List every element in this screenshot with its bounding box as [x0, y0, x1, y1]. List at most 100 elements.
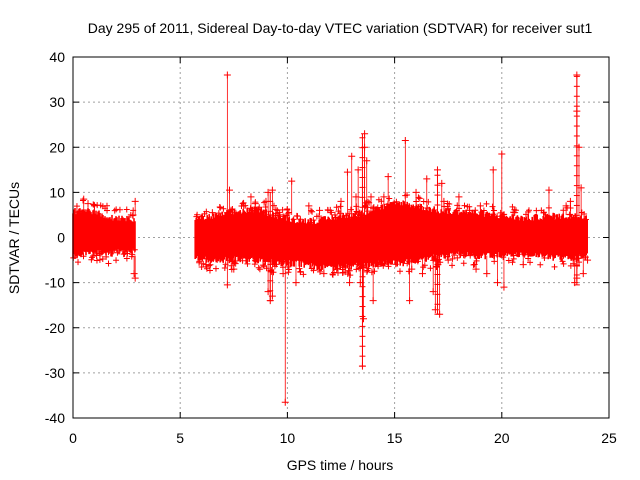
data-point — [231, 259, 238, 266]
data-point — [306, 219, 313, 226]
data-point — [427, 265, 434, 272]
data-point — [329, 271, 336, 278]
data-point — [96, 256, 103, 263]
data-point — [285, 263, 292, 270]
data-point — [128, 245, 135, 252]
data-point — [260, 262, 267, 269]
y-axis-label: SDTVAR / TECUs — [6, 182, 22, 294]
data-point — [131, 246, 138, 253]
data-point — [411, 257, 418, 264]
data-point — [93, 252, 101, 260]
data-point — [363, 259, 370, 266]
plot-border — [72, 56, 610, 419]
data-point — [284, 210, 291, 217]
data-point — [203, 265, 210, 272]
data-point — [218, 255, 225, 262]
y-tick-label: -20 — [45, 320, 65, 336]
data-point — [334, 269, 341, 276]
data-point — [490, 207, 497, 214]
data-point — [483, 200, 490, 207]
data-point — [470, 261, 477, 268]
data-point — [220, 205, 227, 212]
data-point — [254, 209, 261, 216]
data-point — [467, 252, 474, 259]
data-point — [256, 204, 263, 211]
data-point — [214, 215, 221, 222]
data-point — [371, 268, 378, 275]
data-point — [480, 207, 487, 214]
data-point — [309, 208, 316, 215]
data-point — [353, 266, 360, 273]
data-point — [129, 211, 137, 219]
data-point — [290, 216, 297, 223]
data-point — [239, 257, 246, 264]
data-point — [522, 211, 529, 218]
data-point — [123, 206, 130, 213]
data-point — [217, 204, 224, 211]
data-point — [356, 265, 363, 272]
data-point — [278, 260, 285, 267]
data-point — [551, 213, 558, 220]
data-point — [221, 264, 228, 271]
data-point — [525, 255, 532, 262]
data-point — [444, 203, 451, 210]
data-point — [293, 212, 300, 219]
data-point — [393, 198, 400, 205]
data-point — [386, 195, 393, 202]
data-point — [460, 260, 467, 267]
data-point — [489, 203, 496, 210]
data-point — [546, 214, 553, 221]
data-point — [348, 214, 355, 221]
data-point — [303, 259, 310, 266]
data-point — [567, 262, 574, 269]
data-point — [491, 258, 498, 265]
data-point — [120, 251, 127, 258]
data-point — [208, 209, 216, 217]
data-point — [297, 216, 304, 223]
data-point — [473, 257, 480, 264]
data-point — [494, 213, 501, 220]
data-point — [86, 248, 93, 255]
data-point — [461, 209, 468, 216]
data-point — [251, 208, 258, 215]
data-point — [203, 208, 210, 215]
data-point — [94, 202, 101, 209]
data-point — [196, 258, 203, 265]
data-point — [273, 261, 280, 268]
data-point — [73, 209, 80, 216]
data-point — [296, 265, 303, 272]
data-point — [500, 254, 507, 261]
data-point — [232, 209, 239, 216]
y-tick-label: 40 — [49, 49, 65, 65]
data-point — [541, 255, 548, 262]
data-point — [270, 269, 277, 276]
y-tick-label: 30 — [49, 94, 65, 110]
y-tick-label: -40 — [45, 410, 65, 426]
data-point — [97, 250, 104, 257]
data-point — [80, 253, 87, 260]
data-point — [459, 248, 466, 255]
y-tick-label: -30 — [45, 365, 65, 381]
data-point — [219, 214, 226, 221]
data-point — [398, 202, 405, 209]
data-point — [111, 207, 118, 214]
data-point — [299, 220, 306, 227]
data-point — [385, 263, 392, 270]
data-point — [240, 199, 247, 206]
data-point — [206, 262, 213, 269]
data-point — [464, 203, 471, 210]
data-point — [514, 215, 521, 222]
data-point — [76, 207, 83, 214]
data-point — [449, 255, 456, 262]
data-point — [404, 260, 411, 267]
data-point — [215, 210, 222, 217]
data-point — [452, 211, 459, 218]
data-point — [392, 261, 399, 268]
data-point — [416, 195, 423, 202]
data-point — [521, 251, 528, 258]
data-point — [537, 261, 544, 268]
data-point — [123, 255, 130, 262]
data-point — [424, 204, 431, 211]
data-point — [195, 215, 203, 223]
